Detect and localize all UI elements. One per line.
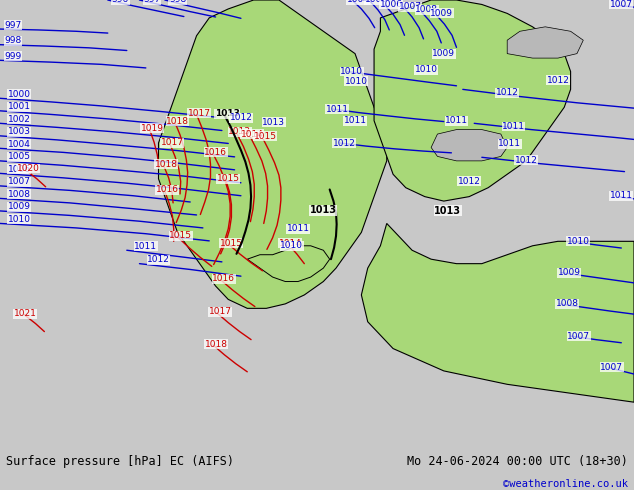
Text: 1015: 1015 bbox=[220, 239, 243, 247]
Text: 1018: 1018 bbox=[155, 160, 178, 169]
Text: 1017: 1017 bbox=[188, 109, 210, 118]
Text: 1011: 1011 bbox=[502, 122, 525, 131]
Text: 1015: 1015 bbox=[254, 132, 276, 141]
Text: 1005: 1005 bbox=[365, 0, 387, 4]
Text: 1006: 1006 bbox=[380, 0, 403, 9]
Text: 999: 999 bbox=[4, 52, 22, 61]
Text: 997: 997 bbox=[4, 21, 22, 29]
Text: 1020: 1020 bbox=[16, 164, 39, 173]
Text: 1016: 1016 bbox=[204, 148, 227, 157]
Text: 1021: 1021 bbox=[14, 309, 37, 318]
Text: 1013: 1013 bbox=[434, 206, 461, 216]
Text: 1013: 1013 bbox=[214, 109, 240, 119]
Text: 1001: 1001 bbox=[8, 102, 30, 111]
Text: 1013: 1013 bbox=[228, 127, 251, 136]
Text: 1007: 1007 bbox=[610, 0, 633, 9]
Text: 1010: 1010 bbox=[8, 215, 30, 224]
Text: 1007: 1007 bbox=[567, 332, 590, 341]
Text: 1011: 1011 bbox=[326, 104, 349, 114]
Text: 1004: 1004 bbox=[347, 0, 370, 4]
Text: 997: 997 bbox=[143, 0, 161, 4]
Text: 1010: 1010 bbox=[280, 241, 303, 250]
Text: 1009: 1009 bbox=[558, 268, 581, 277]
Polygon shape bbox=[158, 0, 387, 308]
Text: 1004: 1004 bbox=[8, 140, 30, 149]
Text: 998: 998 bbox=[4, 36, 22, 45]
Text: 1008: 1008 bbox=[415, 5, 438, 14]
Polygon shape bbox=[507, 27, 583, 58]
Text: 1008: 1008 bbox=[8, 190, 30, 199]
Text: 1009: 1009 bbox=[432, 49, 455, 58]
Text: Surface pressure [hPa] EC (AIFS): Surface pressure [hPa] EC (AIFS) bbox=[6, 456, 235, 468]
Text: 1012: 1012 bbox=[515, 156, 538, 165]
Text: 1012: 1012 bbox=[333, 139, 356, 147]
Text: 1017: 1017 bbox=[209, 307, 231, 317]
Text: 1007: 1007 bbox=[8, 177, 30, 186]
Text: 1012: 1012 bbox=[458, 177, 481, 186]
Text: 998: 998 bbox=[169, 0, 186, 4]
Text: 1011: 1011 bbox=[498, 139, 521, 148]
Text: 1009: 1009 bbox=[430, 9, 453, 18]
Text: 1009: 1009 bbox=[8, 202, 30, 211]
Text: 1018: 1018 bbox=[166, 117, 189, 125]
Text: 1000: 1000 bbox=[8, 90, 30, 99]
Text: 1011: 1011 bbox=[445, 116, 468, 125]
Text: Mo 24-06-2024 00:00 UTC (18+30): Mo 24-06-2024 00:00 UTC (18+30) bbox=[407, 456, 628, 468]
Text: 1019: 1019 bbox=[141, 124, 164, 133]
Text: 1011: 1011 bbox=[134, 242, 157, 251]
Text: 1016: 1016 bbox=[212, 274, 235, 283]
Text: 1011: 1011 bbox=[610, 191, 633, 200]
Text: 1015: 1015 bbox=[217, 174, 240, 183]
Text: 1007: 1007 bbox=[399, 2, 422, 11]
Text: 1016: 1016 bbox=[156, 185, 179, 195]
Text: 1010: 1010 bbox=[567, 237, 590, 246]
Text: 1014: 1014 bbox=[279, 239, 302, 247]
Text: 1010: 1010 bbox=[345, 77, 368, 86]
Polygon shape bbox=[247, 246, 330, 282]
Text: 1011: 1011 bbox=[344, 116, 366, 125]
Text: 1010: 1010 bbox=[415, 65, 437, 74]
Text: 1012: 1012 bbox=[147, 255, 170, 264]
Text: 1008: 1008 bbox=[556, 299, 579, 308]
Text: 1018: 1018 bbox=[205, 340, 228, 348]
Text: 1003: 1003 bbox=[8, 127, 30, 136]
Text: 1012: 1012 bbox=[547, 76, 569, 85]
Text: 1006: 1006 bbox=[8, 165, 30, 174]
Polygon shape bbox=[374, 0, 571, 201]
Polygon shape bbox=[431, 129, 507, 161]
Text: 1012: 1012 bbox=[230, 114, 252, 122]
Text: 1011: 1011 bbox=[287, 224, 309, 233]
Text: 1007: 1007 bbox=[600, 363, 623, 372]
Text: 996: 996 bbox=[112, 0, 129, 4]
Text: ©weatheronline.co.uk: ©weatheronline.co.uk bbox=[503, 479, 628, 489]
Text: 1005: 1005 bbox=[8, 152, 30, 161]
Text: 1012: 1012 bbox=[496, 89, 519, 98]
Text: 1014: 1014 bbox=[241, 129, 264, 139]
Text: 1015: 1015 bbox=[169, 231, 192, 241]
Text: 1013: 1013 bbox=[262, 118, 285, 127]
Text: 1002: 1002 bbox=[8, 115, 30, 124]
Polygon shape bbox=[361, 223, 634, 402]
Text: 1010: 1010 bbox=[340, 67, 363, 76]
Text: 1013: 1013 bbox=[310, 205, 337, 215]
Text: 1017: 1017 bbox=[161, 138, 184, 147]
